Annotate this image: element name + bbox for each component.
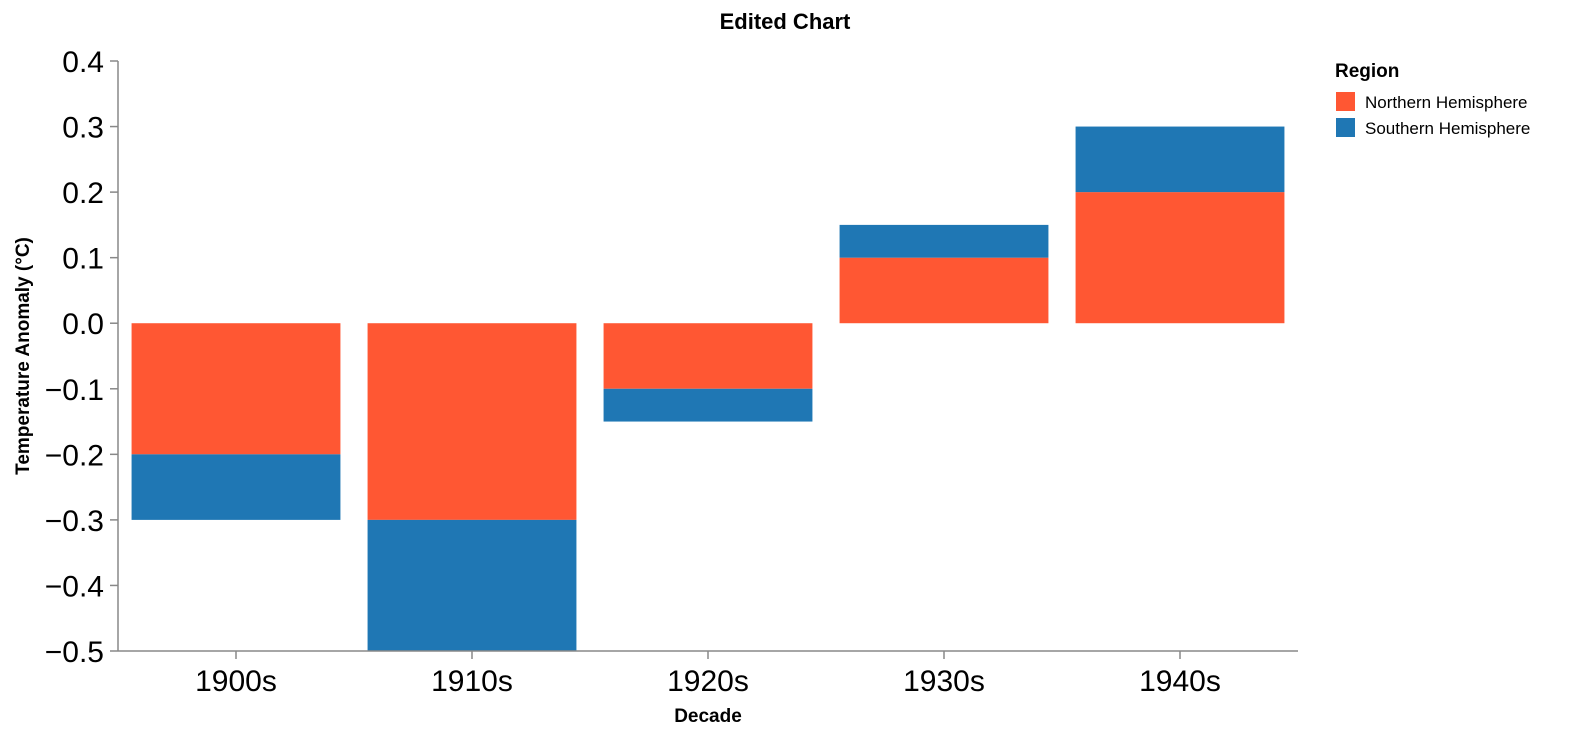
bar-northern-hemisphere-1920s (603, 323, 813, 389)
y-axis-title: Temperature Anomaly (°C) (13, 237, 34, 475)
legend-title: Region (1335, 61, 1399, 82)
x-tick-label: 1930s (903, 665, 985, 698)
y-tick-label: −0.5 (45, 636, 104, 669)
bar-southern-hemisphere-1940s (1075, 126, 1285, 193)
y-axis: 0.4 0.3 0.2 0.1 0.0 −0.1 −0.2 −0.3 −0.4 −0.5 (45, 46, 119, 669)
bar-northern-hemisphere-1930s (839, 257, 1049, 324)
x-tick-label: 1940s (1139, 665, 1221, 698)
chart-title: Edited Chart (720, 9, 851, 34)
y-tick-label: 0.3 (62, 112, 104, 145)
bar-northern-hemisphere-1940s (1075, 192, 1285, 324)
x-axis-title: Decade (674, 706, 742, 727)
bars (131, 126, 1285, 651)
legend-swatch (1336, 118, 1355, 137)
bar-northern-hemisphere-1910s (367, 323, 577, 520)
y-tick-label: 0.4 (62, 46, 104, 79)
bar-southern-hemisphere-1920s (603, 388, 813, 422)
y-tick-label: 0.0 (62, 308, 104, 341)
legend: Region Northern Hemisphere Southern Hemis… (1335, 61, 1530, 138)
x-tick-label: 1920s (667, 665, 749, 698)
x-axis: 1900s 1910s 1920s 1930s 1940s (118, 650, 1298, 698)
x-tick-label: 1900s (195, 665, 277, 698)
y-tick-label: −0.3 (45, 505, 104, 538)
y-tick-label: −0.2 (45, 439, 104, 472)
y-tick-label: 0.2 (62, 177, 104, 210)
x-tick-label: 1910s (431, 665, 513, 698)
legend-label: Southern Hemisphere (1365, 119, 1530, 138)
bar-southern-hemisphere-1930s (839, 224, 1049, 258)
legend-label: Northern Hemisphere (1365, 93, 1528, 112)
y-tick-label: −0.1 (45, 374, 104, 407)
bar-southern-hemisphere-1900s (131, 454, 341, 520)
legend-swatch (1336, 92, 1355, 111)
bar-northern-hemisphere-1900s (131, 323, 341, 455)
bar-southern-hemisphere-1910s (367, 519, 577, 651)
y-tick-label: −0.4 (45, 570, 104, 603)
y-tick-label: 0.1 (62, 243, 104, 276)
